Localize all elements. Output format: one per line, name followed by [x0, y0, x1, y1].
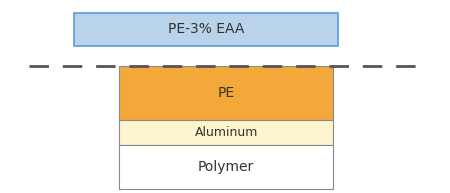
FancyBboxPatch shape: [119, 120, 333, 145]
FancyBboxPatch shape: [119, 66, 333, 120]
Text: Aluminum: Aluminum: [194, 126, 258, 139]
Text: PE: PE: [217, 86, 235, 100]
FancyBboxPatch shape: [74, 13, 338, 46]
Text: Polymer: Polymer: [198, 160, 254, 174]
Text: PE-3% EAA: PE-3% EAA: [168, 22, 244, 36]
FancyBboxPatch shape: [119, 145, 333, 189]
